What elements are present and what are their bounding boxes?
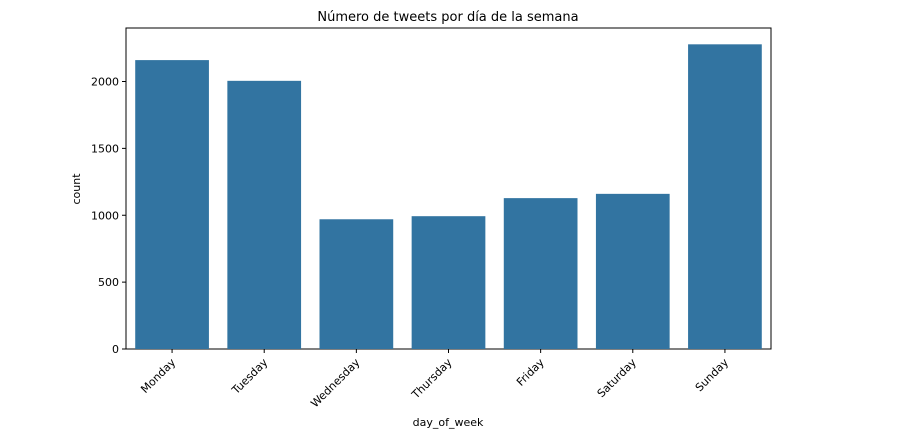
x-tick-label-tuesday: Tuesday — [229, 356, 271, 398]
x-axis-ticks: Monday Tuesday Wednesday Thursday Friday Satu… — [138, 349, 731, 410]
x-tick-label-sunday: Sunday — [693, 356, 732, 395]
bar-friday — [503, 198, 578, 349]
bar-monday — [135, 60, 209, 349]
y-tick-label-2000: 2000 — [91, 76, 119, 89]
bar-thursday — [411, 216, 486, 349]
y-tick-label-1500: 1500 — [91, 142, 119, 155]
y-axis-label: count — [70, 173, 83, 205]
bar-tuesday — [227, 80, 302, 350]
x-tick-label-wednesday: Wednesday — [308, 356, 363, 411]
y-tick-label-0: 0 — [112, 343, 119, 356]
x-axis-label: day_of_week — [413, 416, 484, 429]
chart-title: Número de tweets por día de la semana — [317, 10, 578, 25]
x-tick-label-friday: Friday — [514, 356, 547, 389]
x-tick-label-thursday: Thursday — [409, 356, 455, 402]
bar-sunday — [688, 44, 762, 349]
y-tick-label-500: 500 — [98, 276, 119, 289]
x-tick-label-monday: Monday — [138, 356, 178, 396]
y-axis-ticks: 0 500 1000 1500 2000 — [91, 76, 126, 356]
x-tick-label-saturday: Saturday — [595, 356, 640, 401]
bar-wednesday — [319, 219, 394, 349]
bar-saturday — [595, 193, 670, 349]
y-tick-label-1000: 1000 — [91, 209, 119, 222]
bars-group — [135, 44, 762, 350]
